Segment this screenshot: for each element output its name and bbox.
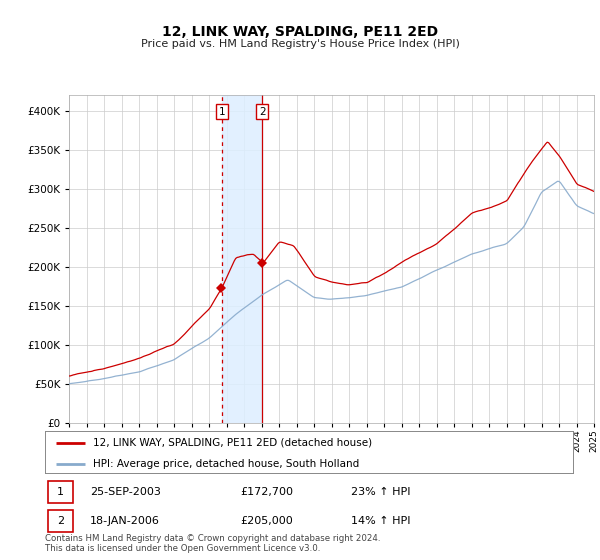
Text: £172,700: £172,700 xyxy=(241,487,293,497)
Text: 1: 1 xyxy=(57,487,64,497)
Text: 12, LINK WAY, SPALDING, PE11 2ED (detached house): 12, LINK WAY, SPALDING, PE11 2ED (detach… xyxy=(92,438,371,448)
Text: 23% ↑ HPI: 23% ↑ HPI xyxy=(351,487,411,497)
Text: 18-JAN-2006: 18-JAN-2006 xyxy=(90,516,160,526)
Text: 12, LINK WAY, SPALDING, PE11 2ED: 12, LINK WAY, SPALDING, PE11 2ED xyxy=(162,25,438,39)
Text: 2: 2 xyxy=(57,516,64,526)
Text: 2: 2 xyxy=(259,106,266,116)
Text: Price paid vs. HM Land Registry's House Price Index (HPI): Price paid vs. HM Land Registry's House … xyxy=(140,39,460,49)
Text: 1: 1 xyxy=(218,106,225,116)
Bar xyxy=(222,95,262,423)
Text: £205,000: £205,000 xyxy=(241,516,293,526)
FancyBboxPatch shape xyxy=(47,510,73,531)
FancyBboxPatch shape xyxy=(47,480,73,502)
Text: 14% ↑ HPI: 14% ↑ HPI xyxy=(351,516,411,526)
Text: 25-SEP-2003: 25-SEP-2003 xyxy=(90,487,161,497)
Text: HPI: Average price, detached house, South Holland: HPI: Average price, detached house, Sout… xyxy=(92,459,359,469)
Text: Contains HM Land Registry data © Crown copyright and database right 2024.
This d: Contains HM Land Registry data © Crown c… xyxy=(45,534,380,553)
